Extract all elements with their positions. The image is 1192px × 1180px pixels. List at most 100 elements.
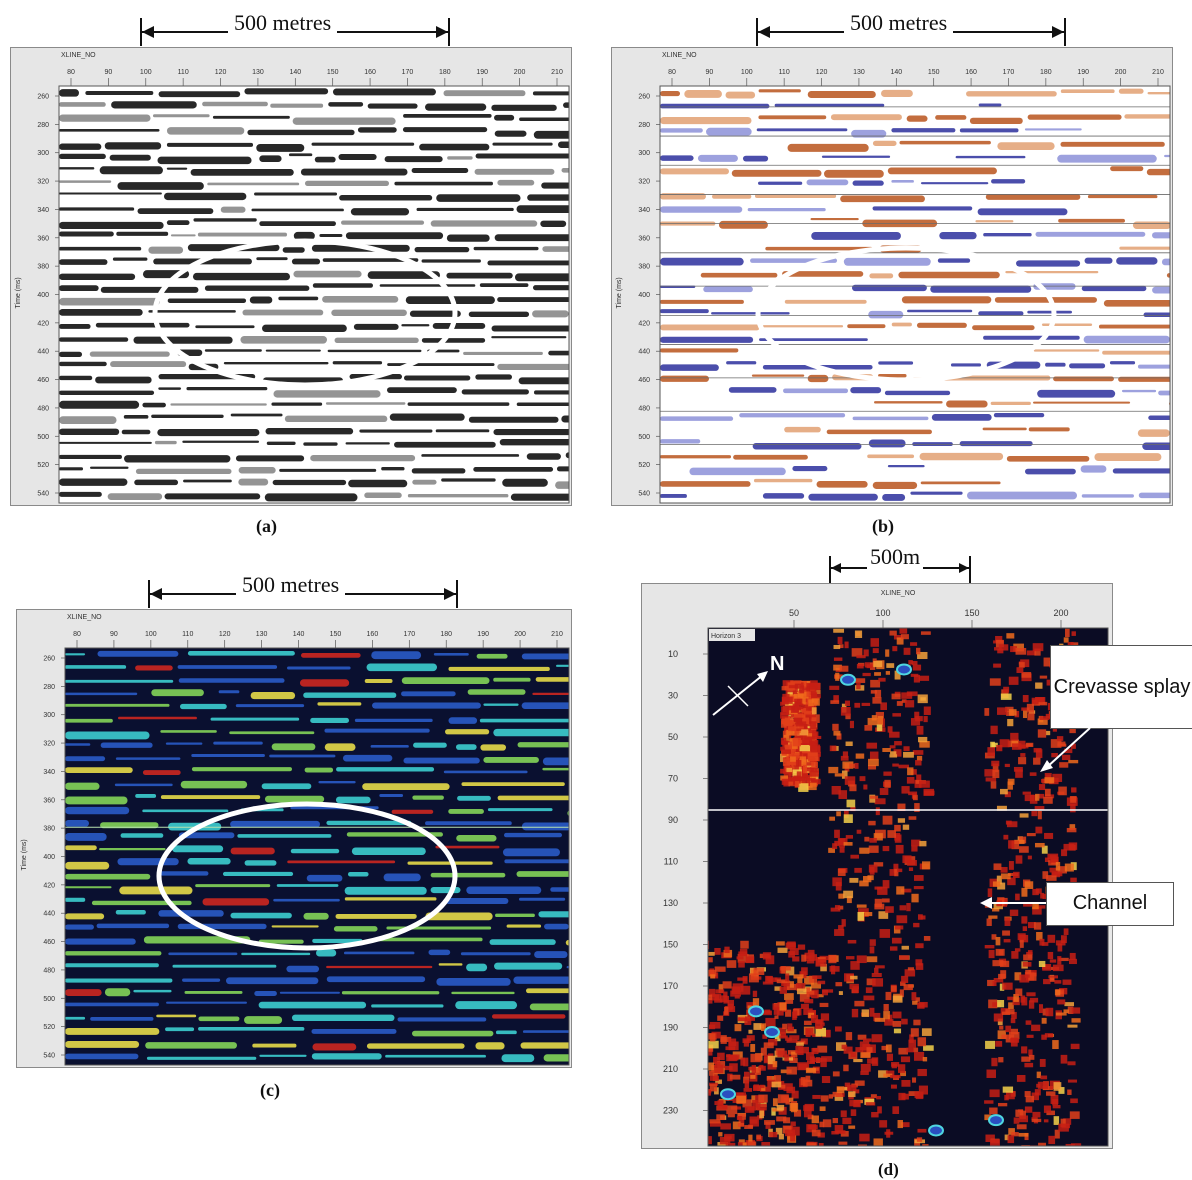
amplitude-cell (893, 749, 902, 757)
amplitude-cell (1007, 718, 1014, 727)
reflector (731, 169, 822, 177)
reflector (660, 439, 701, 444)
reflector (1071, 181, 1170, 187)
amplitude-cell (1025, 969, 1032, 975)
amplitude-cell (800, 681, 807, 688)
reflector (474, 168, 555, 175)
amplitude-cell (809, 975, 818, 983)
reflector (342, 754, 393, 762)
reflector (811, 232, 901, 240)
amplitude-cell (841, 919, 846, 927)
reflector (1132, 221, 1170, 230)
reflector (172, 964, 277, 968)
amplitude-cell (868, 758, 879, 767)
reflector (344, 886, 427, 895)
amplitude-cell (788, 951, 795, 958)
reflector (158, 387, 182, 390)
amplitude-cell (989, 1089, 1000, 1098)
reflector (504, 832, 563, 838)
amplitude-cell (859, 847, 870, 854)
amplitude-cell (910, 1028, 919, 1037)
amplitude-cell (1037, 729, 1047, 738)
amplitude-cell (999, 788, 1008, 795)
reflector (379, 794, 404, 797)
reflector (697, 154, 738, 162)
reflector (872, 481, 918, 489)
amplitude-cell (790, 747, 802, 752)
amplitude-cell (894, 670, 901, 680)
amplitude-cell (1004, 1134, 1009, 1141)
amplitude-cell (811, 989, 819, 999)
amplitude-cell (720, 1123, 731, 1130)
reflector (1087, 194, 1158, 199)
reflector (975, 220, 1014, 223)
reflector (937, 258, 971, 263)
amplitude-cell (873, 1012, 881, 1022)
amplitude-cell (1005, 1091, 1015, 1100)
reflector (167, 298, 247, 303)
amplitude-cell (796, 746, 802, 754)
amplitude-cell (891, 1062, 900, 1067)
north-label: N (770, 653, 784, 675)
amplitude-cell (797, 750, 808, 760)
amplitude-cell (993, 978, 1004, 983)
reflector (660, 90, 681, 97)
amplitude-cell (809, 990, 815, 995)
amplitude-cell (874, 798, 886, 805)
reflector (959, 441, 1033, 447)
reflector (950, 363, 982, 367)
amplitude-cell (776, 1116, 787, 1122)
amplitude-cell (785, 999, 794, 1004)
reflector (1028, 427, 1070, 432)
amplitude-cell (885, 649, 890, 657)
axis-strip (17, 610, 65, 1067)
reflector (1034, 440, 1138, 448)
amplitude-cell (1052, 773, 1063, 783)
amplitude-cell (893, 925, 901, 934)
amplitude-cell (1067, 1079, 1078, 1083)
reflector (1025, 468, 1076, 475)
reflector (148, 246, 184, 254)
reflector (867, 454, 915, 459)
reflector (1094, 453, 1162, 461)
amplitude-cell (996, 900, 1002, 907)
amplitude-cell (898, 1047, 909, 1055)
amplitude-cell (746, 1035, 755, 1041)
amplitude-cell (796, 771, 802, 779)
reflector (59, 143, 102, 150)
reflector (59, 128, 160, 132)
reflector (151, 689, 204, 697)
reflector (59, 309, 143, 316)
amplitude-cell (896, 637, 904, 645)
reflector (225, 977, 319, 985)
callout-channel: Channel (1046, 882, 1174, 926)
amplitude-cell (1000, 960, 1010, 968)
amplitude-cell (800, 1003, 809, 1009)
xline-axis-title: XLINE_NO (61, 52, 96, 59)
amplitude-cell (1008, 1128, 1015, 1135)
reflector (240, 335, 328, 344)
amplitude-cell (915, 959, 923, 966)
reflector (65, 978, 173, 983)
reflector (977, 208, 1068, 216)
time-tick-label: 380 (43, 826, 55, 833)
amplitude-cell (819, 1121, 825, 1128)
amplitude-cell (734, 1024, 742, 1032)
amplitude-cell (899, 989, 904, 998)
reflector (796, 309, 865, 314)
amplitude-cell (1004, 917, 1011, 926)
time-tick-label: 320 (37, 179, 49, 186)
amplitude-cell (999, 1025, 1004, 1030)
reflector (689, 467, 786, 476)
reflector (1124, 114, 1170, 119)
amplitude-cell (908, 660, 913, 665)
amplitude-cell (865, 987, 873, 994)
reflector (548, 350, 569, 356)
reflector (868, 439, 906, 448)
reflector (541, 182, 569, 189)
amplitude-cell (993, 863, 1002, 870)
amplitude-cell (780, 775, 789, 781)
amplitude-cell (1058, 991, 1063, 995)
reflector (435, 429, 490, 433)
reflector (165, 1027, 195, 1032)
